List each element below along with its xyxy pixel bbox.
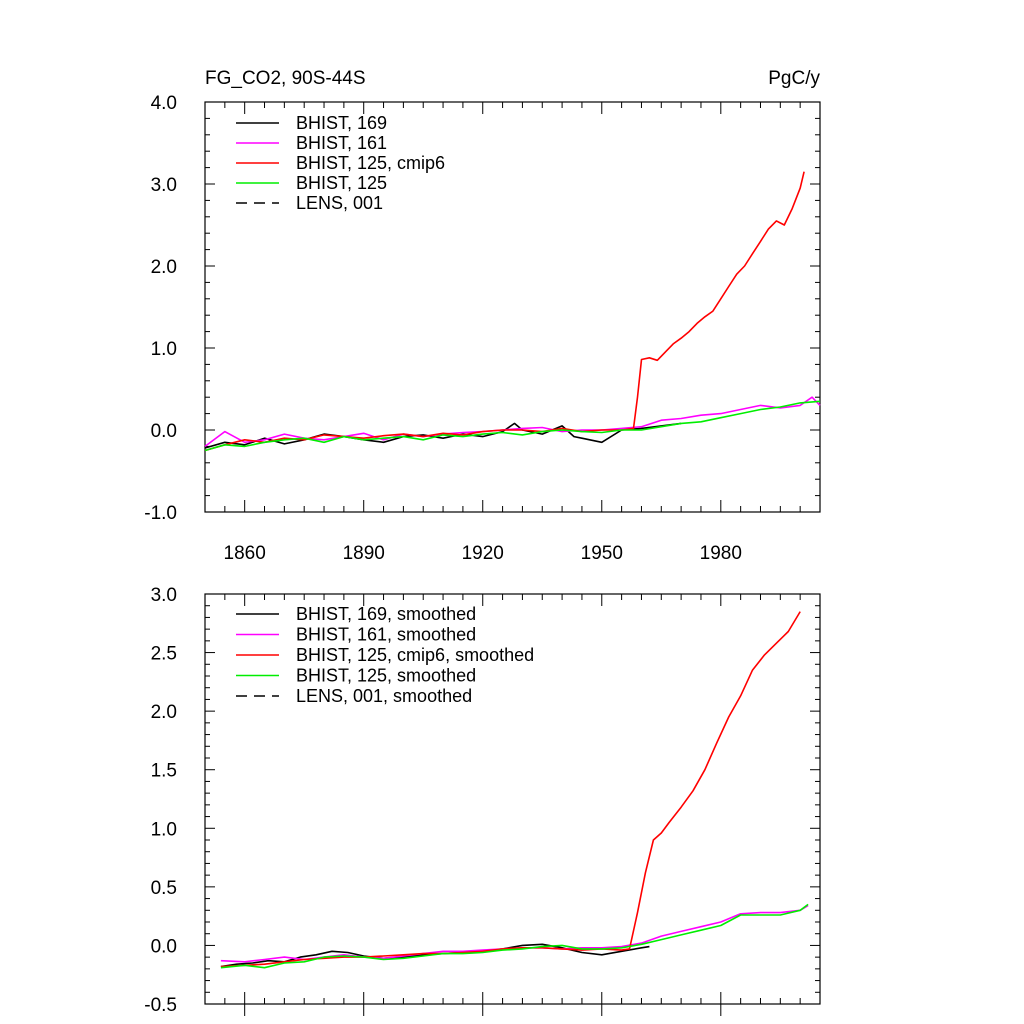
legend-label: BHIST, 169, smoothed [296,604,476,624]
chart-title: FG_CO2, 90S-44S [205,68,366,89]
series-line-1 [220,904,809,963]
plot-frame [204,101,821,513]
x-tick-label: 1890 [343,543,385,564]
legend-label: BHIST, 161 [296,133,387,153]
y-tick-label: 0.5 [151,878,177,899]
legend-label: BHIST, 125, cmip6, smoothed [296,645,534,665]
legend-label: BHIST, 125, smoothed [296,666,476,686]
x-ticks [204,102,821,512]
y-tick-labels: 3.0 2.5 2.0 1.5 1.0 0.5 0.0 -0.5 [144,585,177,1016]
y-tick-label: 2.0 [151,702,177,723]
units-label: PgC/y [768,68,820,89]
x-tick-label: 1950 [581,543,623,564]
y-tick-label: 4.0 [151,93,177,114]
y-tick-label: 0.0 [151,936,177,957]
legend-label: BHIST, 161, smoothed [296,625,476,645]
series-line-3 [204,400,821,452]
y-tick-label: 1.0 [151,339,177,360]
legend-label: LENS, 001, smoothed [296,686,472,706]
y-tick-label: -1.0 [144,503,177,524]
y-ticks [205,101,820,513]
y-tick-label: 1.5 [151,761,177,782]
legend-label: BHIST, 169 [296,113,387,133]
y-ticks [205,593,820,1005]
y-tick-label: 0.0 [151,421,177,442]
top-panel: 4.0 3.0 2.0 1.0 0.0 -1.0 1860 1890 1920 1950 1980 F… [144,68,821,564]
series-lines [204,171,821,452]
y-tick-label: 2.0 [151,257,177,278]
x-tick-label: 1860 [224,543,266,564]
x-ticks [204,594,821,1016]
legend-label: BHIST, 125 [296,173,387,193]
x-tick-label: 1920 [462,543,504,564]
series-line-3 [220,903,809,969]
legend-label: BHIST, 125, cmip6 [296,153,445,173]
y-tick-labels: 4.0 3.0 2.0 1.0 0.0 -1.0 [144,93,177,524]
y-tick-label: 2.5 [151,644,177,665]
y-tick-label: 1.0 [151,819,177,840]
series-lines [220,611,809,969]
y-tick-label: 3.0 [151,175,177,196]
y-tick-label: -0.5 [144,995,177,1016]
plot-frame [204,593,821,1005]
legend-label: LENS, 001 [296,193,383,213]
series-line-2 [204,171,805,452]
x-tick-labels: 1860 1890 1920 1950 1980 [224,543,742,564]
x-tick-label: 1980 [700,543,742,564]
bottom-panel: 3.0 2.5 2.0 1.5 1.0 0.5 0.0 -0.5 BHIST, 169, smo… [144,585,821,1016]
y-tick-label: 3.0 [151,585,177,606]
